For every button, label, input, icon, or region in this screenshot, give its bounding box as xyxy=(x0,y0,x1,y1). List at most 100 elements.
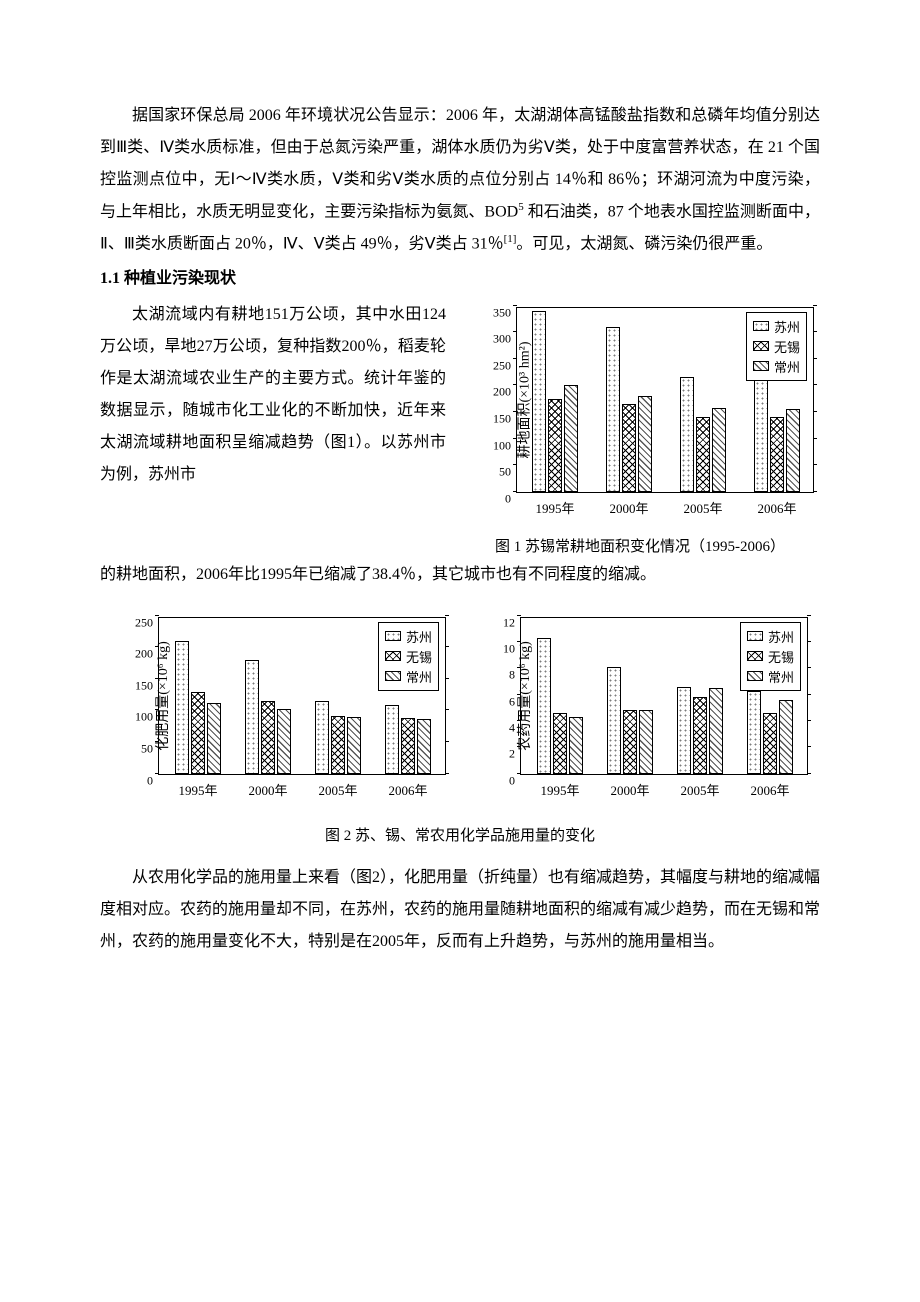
chart1-bar xyxy=(754,380,768,492)
chart2b-legend-row: 苏州 xyxy=(747,627,794,646)
chart2b-xtick-label: 1995年 xyxy=(540,774,579,799)
chart2a: 化肥用量(×10⁶ kg)0501001502002501995年2000年20… xyxy=(106,609,452,814)
chart2b-legend-swatch xyxy=(747,631,763,641)
chart1-xtick-label: 2005年 xyxy=(683,492,722,517)
chart2b-bar xyxy=(709,688,723,774)
chart2b-legend-row: 无锡 xyxy=(747,647,794,666)
chart2b-ytick-label: 8 xyxy=(509,668,521,683)
intro-paragraph: 据国家环保总局 2006 年环境状况公告显示：2006 年，太湖湖体高锰酸盐指数… xyxy=(100,100,820,261)
chart2b-bar xyxy=(537,638,551,774)
chart2a-bar xyxy=(261,701,275,774)
chart2b-legend-label: 常州 xyxy=(768,667,794,686)
chart2a-bar xyxy=(347,717,361,774)
chart2a-bar xyxy=(277,709,291,773)
chart1-xtick-label: 2006年 xyxy=(757,492,796,517)
row-text-and-chart1: 太湖流域内有耕地151万公顷，其中水田124万公顷，旱地27万公顷，复种指数20… xyxy=(100,299,820,559)
chart2a-legend-swatch xyxy=(385,651,401,661)
chart2-caption: 图 2 苏、锡、常农用化学品施用量的变化 xyxy=(100,824,820,848)
chart2a-xtick-label: 2006年 xyxy=(388,774,427,799)
chart2a-bar xyxy=(245,660,259,774)
chart2a-legend-swatch xyxy=(385,671,401,681)
chart1-block: 耕地面积(×10³ hm²)0501001502002503003501995年… xyxy=(460,299,820,559)
chart2b-legend-label: 苏州 xyxy=(768,627,794,646)
chart1-xtick-label: 2000年 xyxy=(609,492,648,517)
chart1-bar xyxy=(622,404,636,492)
chart1-bar xyxy=(564,385,578,491)
section-continue-paragraph: 的耕地面积，2006年比1995年已缩减了38.4％，其它城市也有不同程度的缩减… xyxy=(100,559,820,591)
chart1-plot-area: 耕地面积(×10³ hm²)0501001502002503003501995年… xyxy=(516,307,814,493)
chart2b-ytick-label: 12 xyxy=(503,615,521,630)
chart1-bar xyxy=(770,417,784,491)
chart1-ytick-label: 0 xyxy=(505,491,517,506)
chart2b-ytick-label: 6 xyxy=(509,694,521,709)
chart1-legend-label: 苏州 xyxy=(774,317,800,336)
chart2b-block: 农药用量(×10⁶ kg)0246810121995年2000年2005年200… xyxy=(468,609,814,814)
intro-text-c: 。可见，太湖氮、磷污染仍很严重。 xyxy=(516,236,772,253)
chart2a-bar xyxy=(315,701,329,774)
chart2b-legend-swatch xyxy=(747,651,763,661)
chart2a-legend-label: 无锡 xyxy=(406,647,432,666)
chart2a-bar xyxy=(207,703,221,774)
chart2a-legend-label: 苏州 xyxy=(406,627,432,646)
chart1-bar xyxy=(548,399,562,492)
chart1-legend-row: 苏州 xyxy=(753,317,800,336)
chart1-legend-row: 无锡 xyxy=(753,337,800,356)
intro-cite: [1] xyxy=(504,233,517,245)
chart2a-ytick-label: 150 xyxy=(135,678,159,693)
chart1-ytick-label: 250 xyxy=(493,358,517,373)
chart1-legend-swatch xyxy=(753,361,769,371)
chart1-bar xyxy=(712,408,726,492)
chart2a-ytick-label: 100 xyxy=(135,710,159,725)
section-left-paragraph: 太湖流域内有耕地151万公顷，其中水田124万公顷，旱地27万公顷，复种指数20… xyxy=(100,299,446,491)
chart2b-ytick-label: 4 xyxy=(509,721,521,736)
chart2b-ytick-label: 0 xyxy=(509,773,521,788)
chart1-legend-swatch xyxy=(753,341,769,351)
chart2a-xtick-label: 2005年 xyxy=(318,774,357,799)
chart2b-ytick-label: 2 xyxy=(509,747,521,762)
chart2b-bar xyxy=(553,713,567,774)
chart2a-legend-row: 无锡 xyxy=(385,647,432,666)
chart1-ytick-label: 150 xyxy=(493,411,517,426)
chart1-ytick-label: 100 xyxy=(493,438,517,453)
chart2b: 农药用量(×10⁶ kg)0246810121995年2000年2005年200… xyxy=(468,609,814,814)
chart2a-ytick-label: 200 xyxy=(135,647,159,662)
chart2b-bar xyxy=(639,710,653,773)
chart2b-bar xyxy=(693,697,707,773)
chart2b-legend-row: 常州 xyxy=(747,667,794,686)
section-1-1-heading: 1.1 种植业污染现状 xyxy=(100,263,820,295)
chart1-caption: 图 1 苏锡常耕地面积变化情况（1995-2006） xyxy=(495,535,785,559)
chart1-bar xyxy=(680,377,694,491)
chart2a-bar xyxy=(385,705,399,773)
chart1-legend-label: 无锡 xyxy=(774,337,800,356)
chart2a-legend: 苏州无锡常州 xyxy=(378,622,439,691)
chart2b-xtick-label: 2006年 xyxy=(750,774,789,799)
chart2b-legend-label: 无锡 xyxy=(768,647,794,666)
chart2b-bar xyxy=(779,700,793,774)
chart1-legend-swatch xyxy=(753,321,769,331)
chart2b-bar xyxy=(569,717,583,774)
chart2a-legend-row: 苏州 xyxy=(385,627,432,646)
after-charts-paragraph: 从农用化学品的施用量上来看（图2），化肥用量（折纯量）也有缩减趋势，其幅度与耕地… xyxy=(100,862,820,958)
chart2b-legend-swatch xyxy=(747,671,763,681)
chart2a-ytick-label: 0 xyxy=(147,773,159,788)
chart1-ytick-label: 50 xyxy=(499,465,517,480)
charts-row-2: 化肥用量(×10⁶ kg)0501001502002501995年2000年20… xyxy=(100,609,820,814)
chart1-legend-label: 常州 xyxy=(774,357,800,376)
chart1: 耕地面积(×10³ hm²)0501001502002503003501995年… xyxy=(460,299,820,529)
chart2b-xtick-label: 2000年 xyxy=(610,774,649,799)
chart2a-bar xyxy=(175,641,189,774)
chart2b-xtick-label: 2005年 xyxy=(680,774,719,799)
chart1-bar xyxy=(606,327,620,492)
chart2b-bar xyxy=(763,713,777,774)
chart2a-xtick-label: 2000年 xyxy=(248,774,287,799)
chart1-legend-row: 常州 xyxy=(753,357,800,376)
chart1-bar xyxy=(638,396,652,492)
chart2a-legend-row: 常州 xyxy=(385,667,432,686)
chart2a-plot-area: 化肥用量(×10⁶ kg)0501001502002501995年2000年20… xyxy=(158,617,446,775)
chart1-bar xyxy=(532,311,546,492)
chart2a-block: 化肥用量(×10⁶ kg)0501001502002501995年2000年20… xyxy=(106,609,452,814)
chart2b-plot-area: 农药用量(×10⁶ kg)0246810121995年2000年2005年200… xyxy=(520,617,808,775)
chart2b-bar xyxy=(607,667,621,774)
chart2a-xtick-label: 1995年 xyxy=(178,774,217,799)
chart2a-bar xyxy=(331,716,345,774)
